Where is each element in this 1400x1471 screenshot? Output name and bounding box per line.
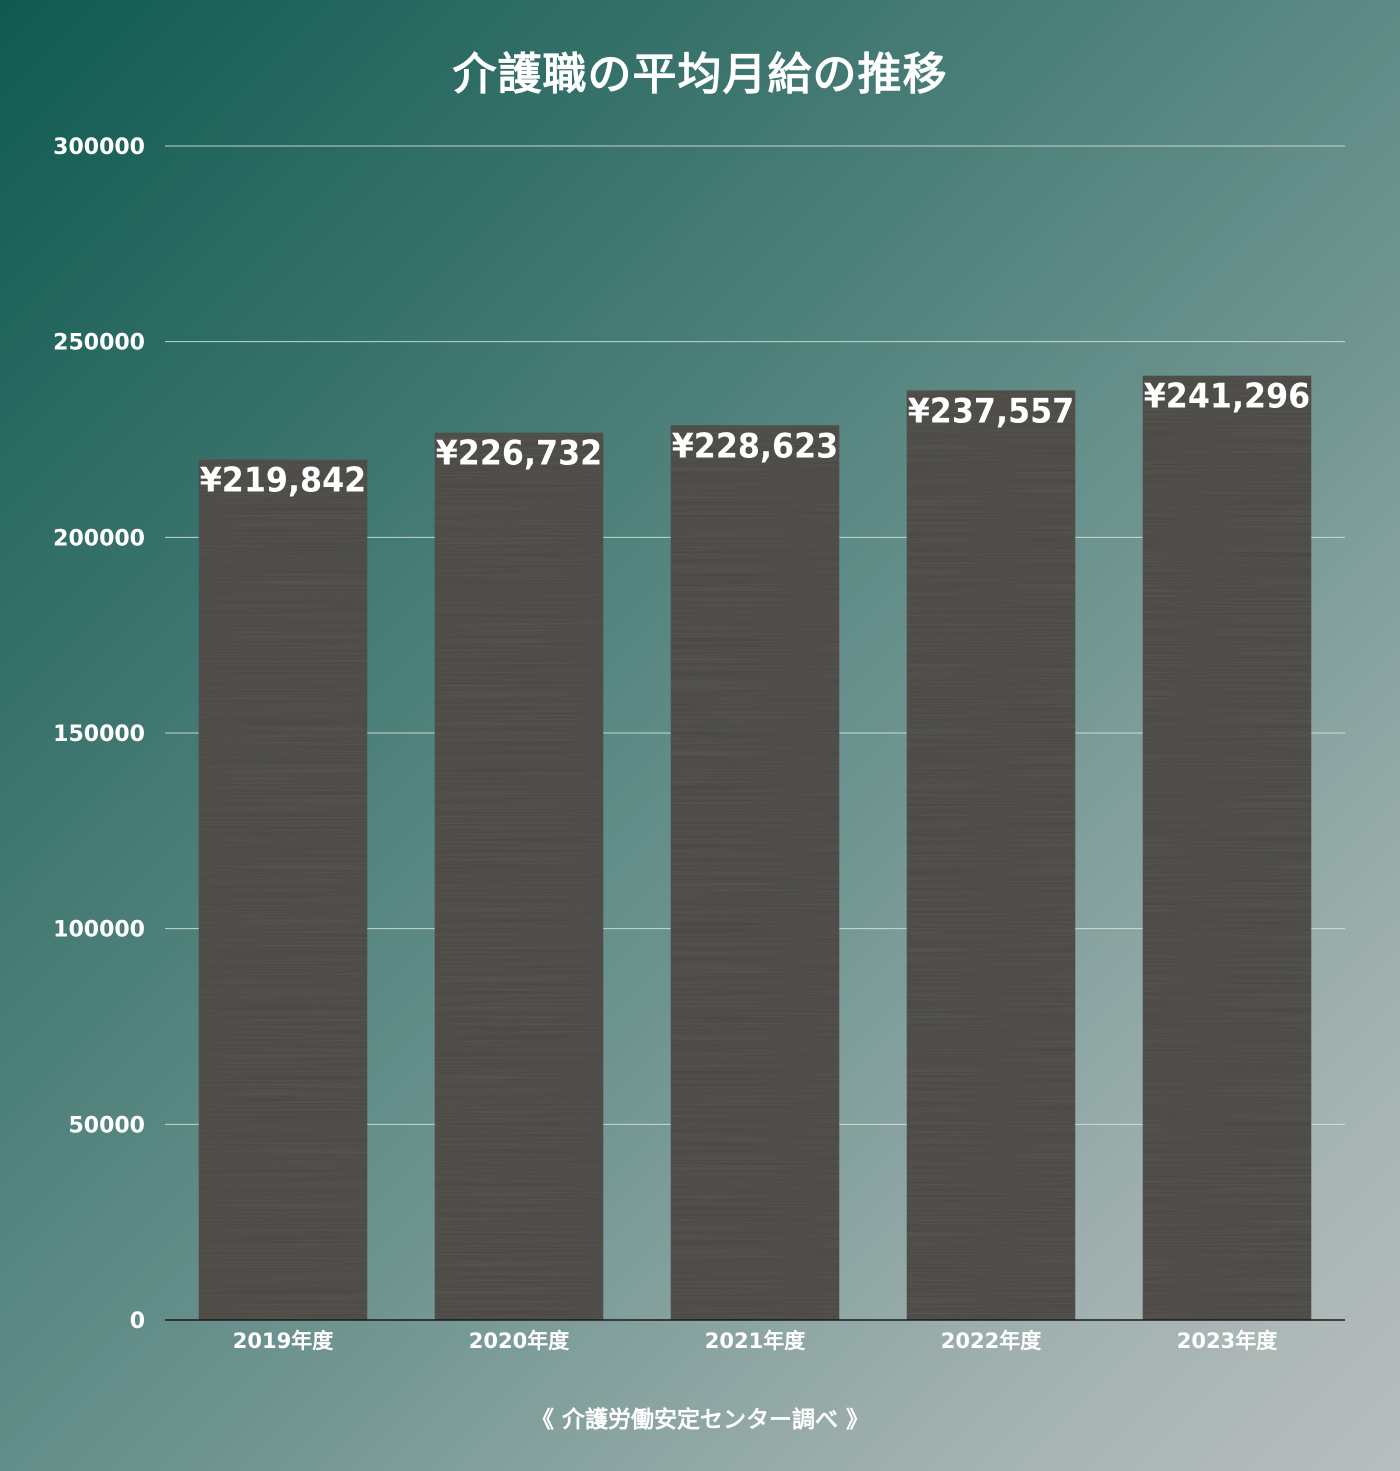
y-tick-label: 50000 (68, 1113, 145, 1138)
y-tick-label: 200000 (53, 526, 145, 551)
y-tick-label: 0 (130, 1309, 145, 1334)
x-tick-label: 2022年度 (941, 1329, 1041, 1353)
data-label: ¥219,842 (200, 461, 367, 501)
bar (906, 390, 1076, 1321)
bar (670, 425, 840, 1320)
data-label: ¥228,623 (672, 426, 839, 466)
x-tick-label: 2021年度 (705, 1329, 805, 1353)
y-tick-label: 150000 (53, 722, 145, 747)
data-label: ¥237,557 (908, 391, 1075, 431)
x-tick-label: 2023年度 (1177, 1329, 1277, 1353)
data-label: ¥241,296 (1144, 377, 1311, 417)
bar (1142, 375, 1312, 1320)
y-tick-label: 300000 (53, 135, 145, 160)
x-tick-label: 2020年度 (469, 1329, 569, 1353)
source-note: 《 介護労働安定センター調べ 》 (530, 1407, 869, 1433)
bar (434, 432, 604, 1320)
x-tick-label: 2019年度 (233, 1329, 333, 1353)
data-label: ¥226,732 (436, 434, 603, 474)
chart-title: 介護職の平均月給の推移 (452, 49, 948, 100)
bar (198, 459, 368, 1321)
y-tick-label: 100000 (53, 918, 145, 943)
y-tick-label: 250000 (53, 331, 145, 356)
